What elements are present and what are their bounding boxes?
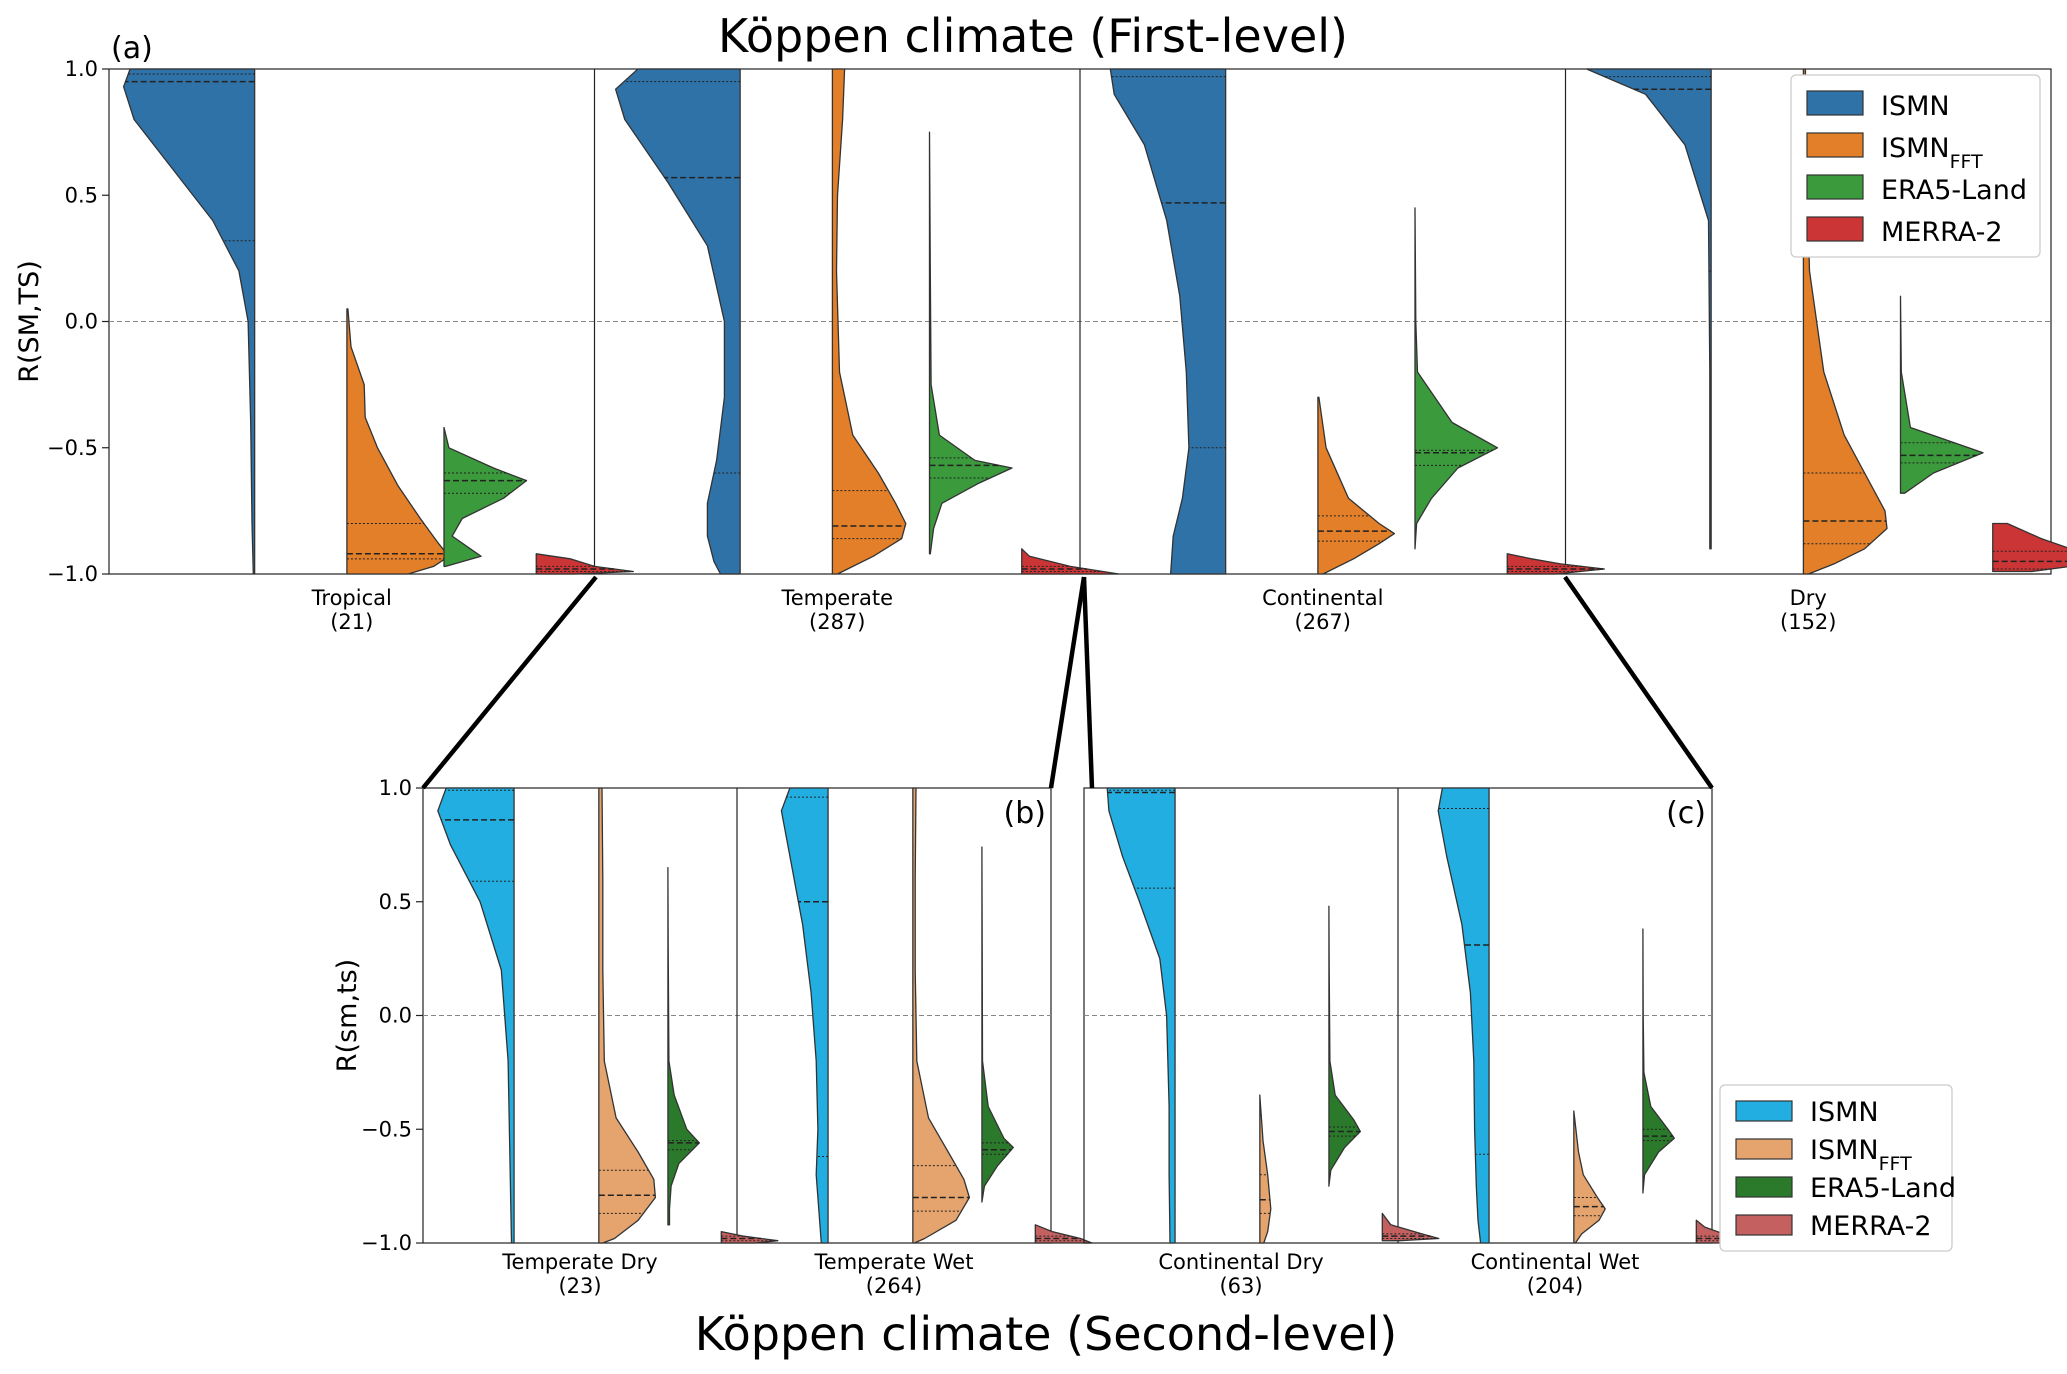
zoom-connector-line bbox=[1081, 576, 1095, 789]
legend-swatch bbox=[1806, 174, 1864, 200]
category-count: (287) bbox=[809, 610, 865, 634]
violin-ismn-temperate bbox=[614, 68, 741, 575]
legend-swatch bbox=[1735, 1176, 1793, 1198]
panel-b: 1.0 0.5 0.0 −0.5 −1.0 Temperate Dry(23) Temper… bbox=[332, 776, 1093, 1298]
legend-entry-subscript: FFT bbox=[1950, 151, 1984, 173]
category-label: Temperate bbox=[780, 586, 893, 610]
violin-ismn-fft-tropical bbox=[346, 308, 450, 575]
violin-merra-2-continental-dry bbox=[1381, 1212, 1440, 1242]
legend-swatch bbox=[1806, 90, 1864, 116]
violin-ismn-temperate-wet bbox=[780, 787, 829, 1244]
category-count: (152) bbox=[1780, 610, 1836, 634]
y-tick-label: −1.0 bbox=[47, 562, 98, 586]
violin-merra-2-temperate bbox=[1021, 548, 1120, 575]
legend-swatch bbox=[1735, 1100, 1793, 1122]
legend-swatch bbox=[1735, 1138, 1793, 1160]
panel-a: 1.00.50.0−0.5−1.0Tropical(21)Temperate(2… bbox=[14, 31, 2067, 634]
y-tick-label: 0.5 bbox=[65, 183, 98, 207]
y-tick-label: −1.0 bbox=[361, 1231, 412, 1255]
category-count: (204) bbox=[1527, 1274, 1583, 1298]
violin-ismn-temperate-dry bbox=[437, 787, 515, 1244]
legend-entry-label: ISMN bbox=[1810, 1097, 1879, 1128]
y-tick-label: −0.5 bbox=[47, 436, 98, 460]
violin-ismn-fft-temperate-wet bbox=[912, 787, 971, 1244]
category-count: (23) bbox=[558, 1274, 601, 1298]
figure-title-first-level: Köppen climate (First-level) bbox=[718, 9, 1348, 63]
y-tick-label: 1.0 bbox=[65, 57, 98, 81]
violin-merra-2-tropical bbox=[535, 553, 634, 575]
y-axis-label: R(sm,ts) bbox=[332, 959, 363, 1072]
category-label: Dry bbox=[1790, 586, 1827, 610]
y-tick-label: 0.5 bbox=[379, 890, 412, 914]
category-label: Temperate Dry bbox=[501, 1250, 657, 1274]
category-count: (21) bbox=[330, 610, 373, 634]
legend-entry-label: MERRA-2 bbox=[1810, 1211, 1932, 1242]
panel-c: Continental Dry(63) Continental Wet(204) (… bbox=[1083, 787, 1754, 1298]
violin-era5-land-continental bbox=[1414, 207, 1499, 550]
panel-label: (b) bbox=[1004, 796, 1046, 831]
violin-ismn-tropical bbox=[122, 68, 256, 575]
category-count: (264) bbox=[866, 1274, 922, 1298]
violin-ismn-continental-dry bbox=[1106, 787, 1176, 1244]
violin-era5-land-continental-wet bbox=[1642, 928, 1675, 1194]
category-label: Tropical bbox=[311, 586, 392, 610]
y-tick-label: 0.0 bbox=[65, 310, 98, 334]
zoom-connector-line bbox=[1048, 576, 1087, 789]
violin-merra-2-continental bbox=[1506, 553, 1605, 575]
violin-ismn-dry bbox=[1585, 68, 1712, 550]
y-axis-label: R(SM,TS) bbox=[14, 260, 45, 382]
violin-merra-2-temperate-dry bbox=[720, 1230, 779, 1244]
y-tick-label: 1.0 bbox=[379, 776, 412, 800]
violin-era5-land-temperate-dry bbox=[667, 866, 700, 1226]
violin-ismn-fft-continental-wet bbox=[1573, 1110, 1606, 1244]
legend-entry-label: MERRA-2 bbox=[1881, 217, 2003, 248]
y-tick-label: −0.5 bbox=[361, 1117, 412, 1141]
legend-frame bbox=[1790, 74, 2041, 258]
violin-ismn-fft-temperate-dry bbox=[598, 787, 657, 1244]
panel-label: (a) bbox=[111, 31, 153, 66]
panel-label: (c) bbox=[1666, 796, 1706, 831]
violin-era5-land-tropical bbox=[443, 426, 528, 568]
category-label: Continental bbox=[1262, 586, 1383, 610]
violin-ismn-fft-temperate bbox=[831, 68, 907, 575]
category-count: (267) bbox=[1295, 610, 1351, 634]
violin-ismn-fft-continental bbox=[1317, 396, 1396, 575]
category-label: Temperate Wet bbox=[814, 1250, 974, 1274]
legend-swatch bbox=[1806, 216, 1864, 242]
violin-merra-2-dry bbox=[1992, 522, 2067, 573]
category-label: Continental Dry bbox=[1158, 1250, 1323, 1274]
legend-swatch bbox=[1735, 1214, 1793, 1236]
y-tick-label: 0.0 bbox=[379, 1004, 412, 1028]
legend-entry-label: ERA5-Land bbox=[1881, 175, 2027, 206]
legend-frame bbox=[1719, 1084, 1953, 1252]
category-label: Continental Wet bbox=[1471, 1250, 1640, 1274]
legend-entry-label: ERA5-Land bbox=[1810, 1173, 1956, 1204]
legend-entry-subscript: FFT bbox=[1879, 1153, 1913, 1175]
violin-era5-land-temperate-wet bbox=[981, 846, 1014, 1203]
legend-swatch bbox=[1806, 132, 1864, 158]
zoom-connector-line bbox=[1563, 575, 1714, 790]
violin-era5-land-continental-dry bbox=[1328, 905, 1361, 1187]
violin-era5-land-temperate bbox=[928, 131, 1013, 555]
figure-title-second-level: Köppen climate (Second-level) bbox=[695, 1307, 1397, 1361]
violin-era5-land-dry bbox=[1899, 295, 1984, 494]
zoom-connector-line bbox=[421, 575, 598, 790]
legend-entry-label: ISMN bbox=[1881, 91, 1950, 122]
category-count: (63) bbox=[1219, 1274, 1262, 1298]
violin-ismn-fft-continental-dry bbox=[1259, 1094, 1272, 1244]
violin-ismn-continental-wet bbox=[1437, 787, 1490, 1244]
